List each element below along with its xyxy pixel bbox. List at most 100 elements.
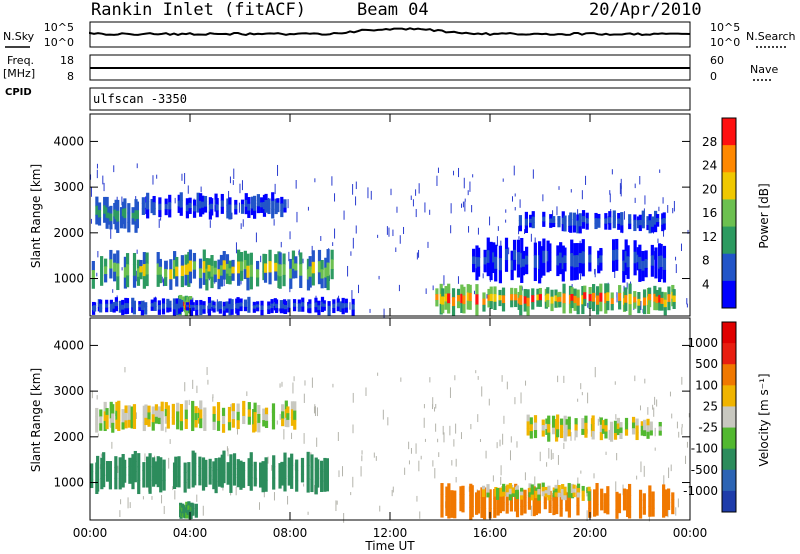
velocity-speckle	[97, 433, 99, 438]
power-echo-cell	[548, 261, 552, 272]
velocity-echo-cell	[272, 477, 276, 490]
velocity-speckle	[124, 367, 126, 373]
power-echo-cell	[628, 283, 632, 295]
velocity-speckle	[616, 452, 618, 461]
velocity-speckle	[303, 483, 305, 487]
power-echo-cell	[492, 252, 496, 263]
power-echo-cell	[351, 304, 355, 311]
velocity-echo-cell	[533, 430, 538, 439]
power-echo-cell	[267, 309, 271, 314]
velocity-echo-cell	[474, 506, 479, 515]
power-echo-cell	[308, 299, 312, 305]
power-echo-cell	[638, 269, 642, 282]
velocity-echo-cell	[99, 416, 103, 424]
power-echo-cell	[222, 269, 226, 280]
freq-label: Freq.	[7, 54, 35, 67]
power-echo-cell	[451, 288, 456, 298]
power-echo-cell	[618, 300, 622, 310]
velocity-speckle	[127, 497, 129, 509]
velocity-echo-cell	[646, 425, 650, 433]
power-echo-cell	[153, 297, 157, 303]
velocity-speckle	[423, 404, 425, 409]
power-echo-cell	[256, 307, 260, 312]
velocity-echo-cell	[617, 493, 622, 501]
power-speckle	[680, 243, 682, 252]
velocity-ytick-label: 2000	[53, 430, 84, 444]
power-echo-cell	[624, 262, 628, 276]
velocity-echo-cell	[501, 494, 505, 504]
power-echo-cell	[324, 267, 328, 279]
velocity-echo-cell	[567, 483, 571, 489]
power-colorbar-tick: 28	[702, 135, 717, 149]
power-echo-cell	[588, 262, 592, 272]
velocity-echo-cell	[226, 469, 230, 478]
velocity-echo-cell	[574, 430, 578, 438]
velocity-echo-cell	[556, 414, 560, 423]
power-speckle	[667, 205, 669, 213]
power-echo-cell	[152, 208, 156, 216]
power-echo-cell	[317, 309, 321, 316]
power-echo-cell	[292, 299, 297, 304]
velocity-echo-cell	[544, 490, 548, 495]
velocity-echo-cell	[551, 427, 556, 435]
power-echo-cell	[486, 262, 490, 277]
power-echo-cell	[554, 289, 558, 297]
power-echo-cell	[103, 196, 107, 206]
power-echo-cell	[172, 298, 177, 305]
velocity-echo-cell	[142, 470, 146, 480]
power-speckle	[136, 270, 138, 282]
xtick-label: 16:00	[473, 526, 508, 540]
power-echo-cell	[217, 259, 221, 270]
power-echo-cell	[604, 218, 608, 225]
power-speckle	[450, 225, 452, 234]
power-echo-cell	[633, 219, 637, 226]
velocity-echo-cell	[447, 494, 451, 507]
velocity-colorbar-swatch	[722, 364, 736, 386]
power-echo-cell	[554, 295, 558, 302]
power-echo-cell	[291, 259, 296, 270]
power-echo-cell	[546, 261, 550, 273]
power-echo-cell	[489, 241, 493, 256]
velocity-echo-cell	[198, 466, 202, 477]
power-echo-cell	[184, 264, 188, 276]
velocity-echo-cell	[576, 483, 581, 489]
power-echo-cell	[667, 301, 671, 311]
power-echo-cell	[556, 255, 560, 267]
velocity-speckle	[481, 386, 483, 397]
velocity-echo-cell	[617, 506, 622, 514]
power-echo-cell	[225, 254, 230, 265]
velocity-speckle	[597, 418, 599, 426]
power-echo-cell	[327, 310, 331, 316]
velocity-speckle	[263, 488, 265, 498]
velocity-echo-cell	[533, 415, 538, 424]
velocity-echo-cell	[171, 403, 175, 412]
power-echo-cell	[185, 307, 190, 311]
velocity-echo-cell	[262, 414, 266, 421]
velocity-echo-cell	[616, 417, 620, 425]
power-echo-cell	[112, 305, 116, 310]
velocity-echo-cell	[638, 499, 643, 510]
power-echo-cell	[234, 204, 238, 210]
power-echo-cell	[116, 250, 120, 264]
power-echo-cell	[572, 219, 577, 227]
velocity-echo-cell	[100, 467, 104, 479]
power-echo-cell	[638, 244, 642, 258]
velocity-speckle	[212, 396, 214, 402]
velocity-echo-cell	[325, 469, 330, 481]
power-echo-cell	[656, 222, 660, 227]
power-echo-cell	[104, 266, 108, 275]
power-echo-cell	[255, 269, 260, 279]
velocity-speckle	[530, 505, 532, 517]
power-echo-cell	[220, 200, 224, 208]
power-speckle	[403, 226, 405, 235]
power-echo-cell	[524, 218, 528, 227]
velocity-echo-cell	[283, 465, 287, 479]
power-echo-cell	[282, 253, 286, 265]
velocity-speckle	[668, 467, 670, 479]
power-echo-cell	[314, 307, 318, 313]
velocity-echo-cell	[606, 486, 610, 496]
velocity-echo-cell	[537, 494, 541, 501]
power-echo-cell	[637, 291, 641, 300]
power-echo-cell	[628, 223, 632, 230]
